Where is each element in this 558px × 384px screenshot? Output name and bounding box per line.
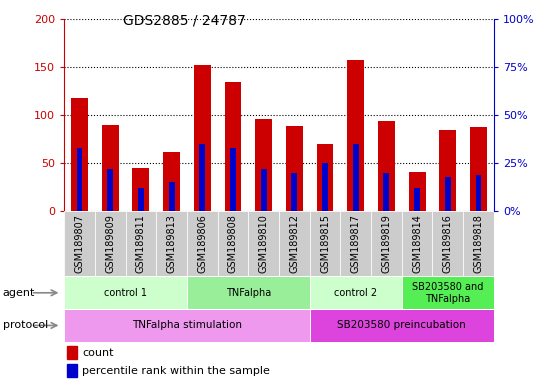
- Bar: [194, 65, 211, 211]
- Text: GSM189813: GSM189813: [167, 214, 176, 273]
- Bar: [187, 211, 218, 276]
- Text: count: count: [82, 348, 114, 358]
- Bar: [353, 144, 359, 211]
- Bar: [156, 211, 187, 276]
- Text: GDS2885 / 24787: GDS2885 / 24787: [123, 13, 246, 27]
- Text: GSM189814: GSM189814: [412, 214, 422, 273]
- Text: GSM189807: GSM189807: [75, 214, 84, 273]
- Bar: [402, 211, 432, 276]
- Text: GSM189809: GSM189809: [105, 214, 115, 273]
- Bar: [261, 169, 267, 211]
- Bar: [248, 211, 279, 276]
- Bar: [218, 211, 248, 276]
- Bar: [255, 119, 272, 211]
- Bar: [163, 152, 180, 211]
- Bar: [286, 126, 303, 211]
- Bar: [310, 276, 402, 309]
- Bar: [64, 211, 95, 276]
- Text: GSM189816: GSM189816: [443, 214, 453, 273]
- Bar: [470, 127, 487, 211]
- Text: GSM189819: GSM189819: [382, 214, 391, 273]
- Bar: [408, 172, 426, 211]
- Text: GSM189806: GSM189806: [198, 214, 207, 273]
- Bar: [64, 309, 310, 342]
- Bar: [230, 148, 236, 211]
- Bar: [67, 346, 77, 359]
- Bar: [310, 309, 494, 342]
- Text: SB203580 and
TNFalpha: SB203580 and TNFalpha: [412, 282, 483, 304]
- Text: GSM189817: GSM189817: [351, 214, 360, 273]
- Bar: [371, 211, 402, 276]
- Bar: [291, 173, 297, 211]
- Bar: [383, 173, 389, 211]
- Bar: [126, 211, 156, 276]
- Text: GSM189812: GSM189812: [290, 214, 299, 273]
- Bar: [347, 61, 364, 211]
- Text: agent: agent: [3, 288, 35, 298]
- Bar: [475, 175, 482, 211]
- Bar: [95, 211, 126, 276]
- Bar: [138, 188, 144, 211]
- Text: GSM189811: GSM189811: [136, 214, 146, 273]
- Bar: [310, 211, 340, 276]
- Bar: [439, 130, 456, 211]
- Text: GSM189808: GSM189808: [228, 214, 238, 273]
- Bar: [414, 188, 420, 211]
- Text: TNFalpha: TNFalpha: [225, 288, 271, 298]
- Text: percentile rank within the sample: percentile rank within the sample: [82, 366, 270, 376]
- Bar: [322, 163, 328, 211]
- Bar: [67, 364, 77, 377]
- Bar: [432, 211, 463, 276]
- Text: TNFalpha stimulation: TNFalpha stimulation: [132, 320, 242, 331]
- Bar: [224, 82, 242, 211]
- Bar: [445, 177, 451, 211]
- Bar: [187, 276, 310, 309]
- Bar: [340, 211, 371, 276]
- Bar: [169, 182, 175, 211]
- Bar: [107, 169, 113, 211]
- Bar: [102, 125, 119, 211]
- Bar: [463, 211, 494, 276]
- Bar: [132, 168, 150, 211]
- Text: protocol: protocol: [3, 320, 48, 331]
- Text: GSM189818: GSM189818: [474, 214, 483, 273]
- Bar: [76, 148, 83, 211]
- Bar: [378, 121, 395, 211]
- Bar: [279, 211, 310, 276]
- Bar: [64, 276, 187, 309]
- Text: control 1: control 1: [104, 288, 147, 298]
- Bar: [402, 276, 494, 309]
- Text: control 2: control 2: [334, 288, 377, 298]
- Bar: [199, 144, 205, 211]
- Bar: [71, 98, 88, 211]
- Text: SB203580 preincubation: SB203580 preincubation: [338, 320, 466, 331]
- Text: GSM189815: GSM189815: [320, 214, 330, 273]
- Bar: [316, 144, 334, 211]
- Text: GSM189810: GSM189810: [259, 214, 268, 273]
